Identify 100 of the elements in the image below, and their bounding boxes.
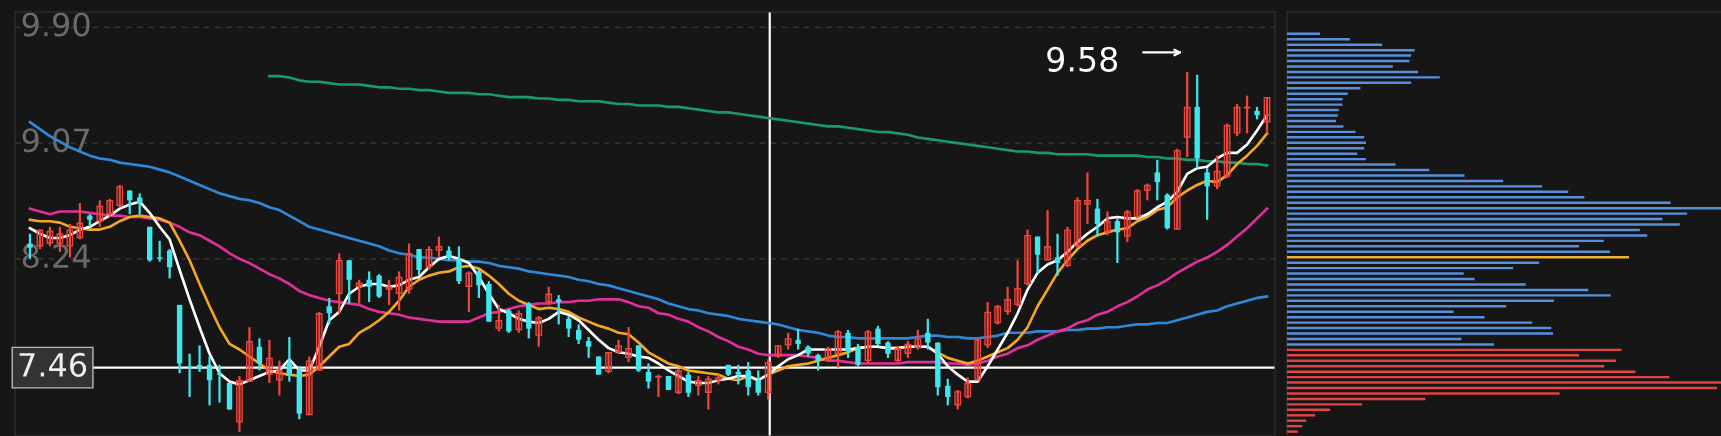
candlestick: [1123, 208, 1131, 244]
candlestick: [236, 374, 243, 433]
candlestick: [625, 326, 632, 364]
candlestick: [675, 367, 682, 396]
candlestick: [1084, 171, 1091, 226]
candlestick: [166, 248, 173, 280]
candlestick: [376, 273, 382, 300]
candlestick: [435, 235, 443, 259]
bar: [1287, 136, 1365, 139]
candlestick: [286, 335, 293, 383]
bar: [1287, 65, 1393, 68]
bar: [1287, 370, 1636, 373]
candlestick: [1064, 225, 1071, 269]
candlestick: [1223, 122, 1231, 180]
candlestick: [1114, 217, 1121, 265]
candlestick: [834, 328, 842, 369]
bar: [1287, 196, 1585, 199]
bar: [1287, 212, 1688, 215]
candlestick: [704, 374, 712, 411]
bar: [1287, 332, 1554, 335]
candlestick: [685, 370, 692, 399]
candlestick: [76, 201, 84, 241]
bar: [1287, 343, 1495, 346]
candlestick: [355, 278, 363, 305]
candlestick: [1173, 147, 1181, 231]
bar: [1287, 272, 1464, 275]
candlestick: [1213, 154, 1221, 191]
candlestick: [137, 192, 143, 216]
candlestick: [405, 242, 413, 295]
candlestick: [974, 337, 982, 382]
candlestick: [186, 352, 193, 399]
candlestick: [216, 363, 223, 404]
candlestick: [735, 363, 741, 386]
candlestick: [1133, 188, 1141, 220]
bar: [1287, 114, 1338, 117]
bar: [1287, 305, 1507, 308]
candlestick: [346, 259, 352, 305]
candlestick: [575, 323, 582, 346]
candlestick: [465, 270, 473, 313]
candlestick: [1054, 232, 1061, 277]
bar: [1287, 261, 1540, 264]
candlestick: [1104, 210, 1111, 237]
candlestick: [246, 326, 253, 383]
y-tick-label: 8.24: [22, 243, 90, 269]
candlestick: [1044, 208, 1051, 262]
candlestick: [456, 245, 462, 286]
candlestick: [1024, 228, 1031, 287]
bar: [1287, 152, 1358, 155]
bar: [1287, 125, 1344, 128]
candlestick: [1014, 259, 1022, 308]
candlestick: [914, 328, 922, 351]
candlestick: [795, 327, 801, 351]
candlestick: [1154, 158, 1160, 202]
candlestick: [595, 355, 602, 376]
candlestick: [96, 199, 104, 228]
candlestick: [855, 342, 861, 368]
annotation: 9.58: [1047, 46, 1118, 72]
candlestick: [1094, 197, 1101, 238]
candlestick: [156, 239, 163, 263]
candlestick: [506, 307, 512, 334]
candlestick: [1204, 167, 1210, 221]
candlestick: [645, 362, 652, 390]
candlestick: [366, 270, 372, 304]
bar: [1287, 430, 1298, 433]
candlestick: [395, 270, 403, 312]
candlestick: [315, 310, 323, 372]
candlestick: [545, 285, 553, 306]
bar: [1287, 185, 1543, 188]
candlestick: [116, 183, 124, 209]
bar: [1287, 174, 1465, 177]
bar: [1287, 354, 1580, 357]
candlestick: [206, 355, 213, 407]
candlestick: [694, 374, 702, 397]
bar: [1287, 163, 1396, 166]
bar: [1287, 294, 1611, 297]
candlestick: [864, 328, 872, 365]
line-series: [268, 74, 1269, 167]
candlestick: [615, 338, 622, 355]
candlestick: [585, 335, 592, 359]
bar: [1287, 321, 1533, 324]
candlestick: [745, 360, 751, 397]
candlestick: [1263, 95, 1271, 135]
candlestick: [495, 303, 503, 333]
candlestick: [984, 301, 992, 350]
candlestick: [925, 317, 931, 351]
candlestick: [1183, 70, 1191, 159]
candlestick: [335, 252, 343, 315]
bar: [1287, 223, 1680, 226]
candlestick: [385, 278, 393, 306]
candlestick: [106, 197, 114, 219]
candlestick: [1034, 235, 1041, 274]
candlestick: [275, 359, 283, 397]
bar: [1287, 245, 1580, 248]
candlestick: [875, 324, 881, 347]
bar: [1287, 54, 1412, 57]
bar: [1287, 43, 1383, 46]
ref-line-label: 7.46: [19, 352, 87, 377]
y-tick-label: 9.90: [22, 12, 90, 37]
candlestick: [1074, 196, 1081, 249]
candlestick: [1233, 102, 1241, 138]
